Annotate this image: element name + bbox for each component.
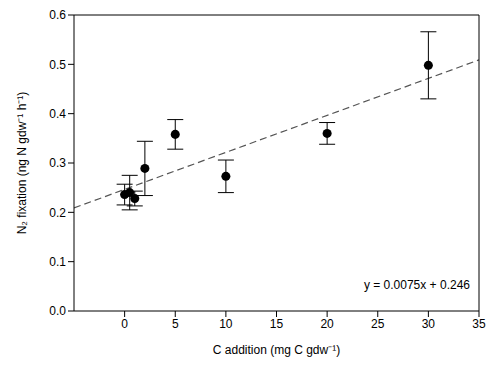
svg-text:15: 15 — [270, 317, 284, 331]
svg-text:30: 30 — [422, 317, 436, 331]
svg-text:0.4: 0.4 — [49, 107, 66, 121]
svg-text:0.2: 0.2 — [49, 206, 66, 220]
svg-text:0.1: 0.1 — [49, 255, 66, 269]
svg-text:25: 25 — [371, 317, 385, 331]
svg-text:5: 5 — [172, 317, 179, 331]
html-text:y = 0.0075x + 0.246: y = 0.0075x + 0.246 — [363, 278, 470, 292]
svg-text:0.0: 0.0 — [49, 304, 66, 318]
svg-text:10: 10 — [219, 317, 233, 331]
svg-text:0.5: 0.5 — [49, 58, 66, 72]
svg-text:C addition (mg C gdw⁻¹): C addition (mg C gdw⁻¹) — [213, 343, 340, 357]
svg-text:0.3: 0.3 — [49, 156, 66, 170]
svg-text:0.6: 0.6 — [49, 8, 66, 22]
svg-text:20: 20 — [320, 317, 334, 331]
svg-text:0: 0 — [121, 317, 128, 331]
svg-text:35: 35 — [472, 317, 486, 331]
svg-text:N₂ fixation (ng N gdw⁻¹ h⁻¹): N₂ fixation (ng N gdw⁻¹ h⁻¹) — [15, 92, 29, 235]
